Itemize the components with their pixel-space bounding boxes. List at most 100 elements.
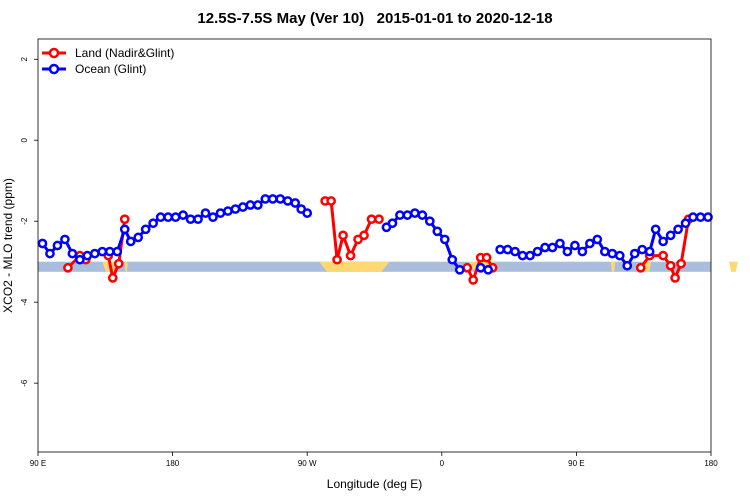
data-point-land xyxy=(63,262,73,273)
data-point-ocean xyxy=(52,240,63,251)
data-point-land xyxy=(635,262,646,273)
data-point-ocean xyxy=(607,248,618,259)
data-point-ocean xyxy=(82,250,93,261)
data-point-ocean xyxy=(650,224,661,235)
data-point-ocean xyxy=(267,194,278,204)
y-tick-label: -4 xyxy=(20,298,29,306)
data-point-ocean xyxy=(260,194,271,204)
data-point-ocean xyxy=(599,246,610,257)
data-point-ocean xyxy=(282,196,293,206)
data-point-ocean xyxy=(185,214,196,225)
data-point-ocean xyxy=(495,244,505,255)
x-tick-label: 180 xyxy=(704,459,718,468)
legend-label-land: Land (Nadir&Glint) xyxy=(75,46,174,60)
data-point-ocean xyxy=(395,210,405,220)
data-point-ocean xyxy=(447,254,458,265)
data-point-land xyxy=(670,273,680,283)
data-point-ocean xyxy=(200,208,211,218)
x-tick-label: 180 xyxy=(166,459,180,468)
x-axis-label: Longitude (deg E) xyxy=(327,477,422,491)
data-point-ocean xyxy=(577,246,588,257)
data-point-ocean xyxy=(555,238,565,249)
data-point-ocean xyxy=(695,212,706,223)
data-point-ocean xyxy=(215,208,226,218)
data-point-ocean xyxy=(525,250,535,261)
data-point-ocean xyxy=(75,254,85,265)
data-point-ocean xyxy=(658,236,668,247)
data-point-ocean xyxy=(622,260,633,271)
data-point-land xyxy=(359,230,369,241)
data-point-ocean xyxy=(439,234,450,245)
data-point-ocean xyxy=(502,244,513,255)
data-point-ocean xyxy=(540,242,550,253)
data-point-ocean xyxy=(252,200,263,210)
series-line-land xyxy=(325,199,379,262)
data-point-land xyxy=(462,262,473,273)
data-point-ocean xyxy=(125,236,136,247)
x-tick-label: 90 E xyxy=(30,459,46,468)
data-point-land xyxy=(113,258,124,269)
land-mask-segment xyxy=(643,261,652,272)
y-axis-label: XCO2 - MLO trend (ppm) xyxy=(1,178,15,313)
x-tick-label: 90 W xyxy=(298,459,317,468)
data-point-ocean xyxy=(112,246,123,257)
data-point-ocean xyxy=(155,212,166,223)
land-mask-segment xyxy=(124,261,128,272)
data-point-ocean xyxy=(193,214,203,225)
data-point-land xyxy=(338,230,348,241)
data-point-ocean xyxy=(60,234,70,245)
data-point-ocean xyxy=(290,198,301,208)
data-point-ocean xyxy=(547,242,558,253)
data-point-ocean xyxy=(119,224,130,235)
data-point-ocean xyxy=(688,212,698,223)
data-point-ocean xyxy=(163,212,173,223)
data-point-ocean xyxy=(148,218,159,229)
data-point-land xyxy=(119,214,130,225)
series-ocean xyxy=(37,194,713,275)
data-point-land xyxy=(326,196,336,206)
data-point-ocean xyxy=(133,232,144,243)
legend-swatch-marker-ocean xyxy=(48,63,60,75)
data-point-ocean xyxy=(223,206,233,216)
data-point-ocean xyxy=(104,246,115,257)
land-mask-segment xyxy=(728,261,738,272)
data-point-ocean xyxy=(302,208,313,218)
data-point-ocean xyxy=(614,250,625,261)
data-point-ocean xyxy=(140,224,151,235)
data-point-ocean xyxy=(238,202,248,212)
data-point-land xyxy=(468,275,479,285)
land-mask-segment xyxy=(610,261,616,272)
axis-ticks-layer: 90 E 180 90 W 0 90 E 180 2 0 -2 -4 -6 xyxy=(20,56,718,468)
y-tick-label: 0 xyxy=(20,137,29,142)
x-tick-label: 90 E xyxy=(568,459,584,468)
y-tick-label: 2 xyxy=(20,56,29,61)
data-point-ocean xyxy=(37,238,48,249)
data-point-ocean xyxy=(673,224,683,235)
data-point-ocean xyxy=(562,246,573,257)
data-point-ocean xyxy=(592,234,603,245)
data-point-ocean xyxy=(67,248,78,259)
data-point-land xyxy=(665,260,676,271)
x-tick-label: 0 xyxy=(440,459,445,468)
data-point-ocean xyxy=(454,264,465,275)
data-point-ocean xyxy=(410,208,420,218)
data-point-ocean xyxy=(245,200,256,210)
reference-band-layer xyxy=(38,261,738,272)
data-point-ocean xyxy=(170,212,181,223)
legend-label-ocean: Ocean (Glint) xyxy=(75,62,146,76)
land-mask-segment xyxy=(319,261,390,272)
data-point-ocean xyxy=(703,212,713,223)
data-point-ocean xyxy=(644,246,655,257)
data-point-ocean xyxy=(517,250,528,261)
data-point-ocean xyxy=(89,248,100,259)
data-point-ocean xyxy=(680,218,691,229)
data-point-land xyxy=(658,250,668,261)
data-point-ocean xyxy=(665,230,676,241)
plot-frame xyxy=(37,38,712,453)
data-point-land xyxy=(481,252,492,263)
data-point-land xyxy=(676,258,686,269)
data-point-land xyxy=(374,214,384,225)
data-point-land xyxy=(332,254,342,265)
data-point-ocean xyxy=(417,210,428,220)
data-point-ocean xyxy=(402,210,413,220)
